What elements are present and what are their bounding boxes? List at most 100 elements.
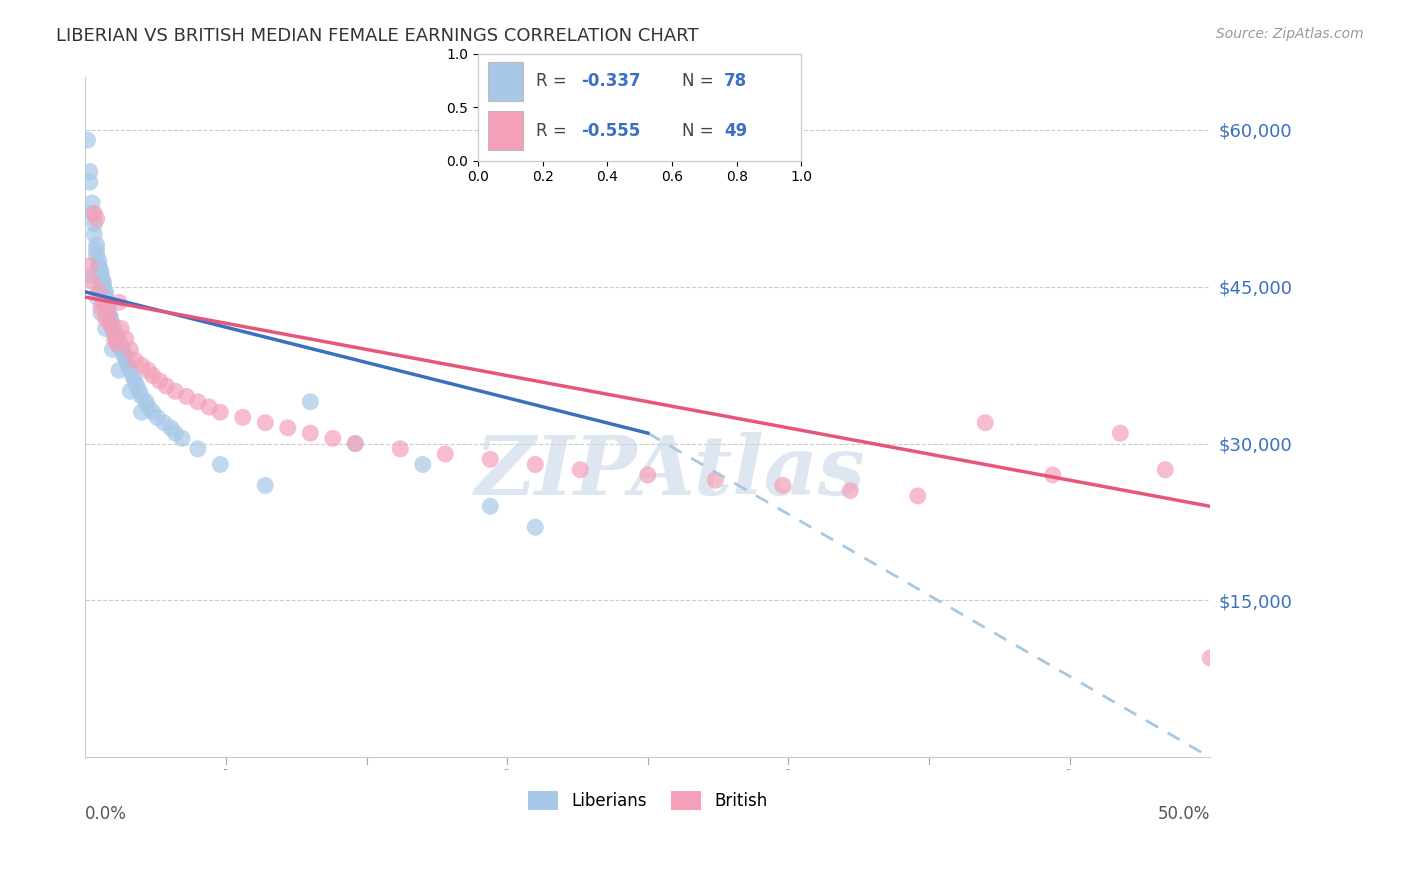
Point [434, 447, 457, 461]
Point [135, 394, 157, 409]
Point [94, 285, 117, 299]
Point [112, 348, 135, 362]
Point [131, 358, 153, 372]
Point [839, 483, 862, 498]
Point [79, 164, 101, 178]
Point [299, 394, 322, 409]
Point [170, 431, 193, 445]
Point [90, 264, 112, 278]
Point [128, 384, 150, 399]
Point [1109, 426, 1132, 441]
Point [159, 421, 181, 435]
Point [569, 463, 592, 477]
Point [479, 500, 502, 514]
Point [86, 290, 108, 304]
Point [974, 416, 997, 430]
Point [101, 319, 124, 334]
Point [153, 416, 176, 430]
FancyBboxPatch shape [488, 112, 523, 150]
Point [322, 431, 344, 445]
Point [83, 206, 105, 220]
Point [772, 478, 794, 492]
Point [479, 452, 502, 467]
Point [97, 298, 120, 312]
Point [124, 374, 146, 388]
Point [187, 394, 209, 409]
Point [136, 400, 159, 414]
Point [86, 211, 108, 226]
Point [110, 321, 132, 335]
Point [98, 316, 121, 330]
Point [103, 324, 125, 338]
Point [91, 277, 114, 292]
Point [90, 269, 112, 284]
Point [142, 368, 165, 383]
Point [108, 363, 131, 377]
Point [1199, 651, 1222, 665]
Point [87, 259, 110, 273]
Point [94, 288, 117, 302]
Point [87, 253, 110, 268]
Point [79, 175, 101, 189]
Point [1042, 467, 1064, 482]
Text: R =: R = [536, 121, 572, 139]
Point [105, 337, 128, 351]
Point [155, 379, 177, 393]
Point [114, 351, 136, 365]
Point [83, 227, 105, 242]
Point [91, 282, 114, 296]
Point [86, 248, 108, 262]
Point [114, 352, 136, 367]
Point [91, 279, 114, 293]
Point [80, 196, 103, 211]
Point [108, 295, 131, 310]
Point [136, 363, 159, 377]
Point [103, 332, 125, 346]
Point [110, 343, 132, 357]
Point [97, 306, 120, 320]
Text: ZIPAtlas: ZIPAtlas [475, 432, 866, 512]
Point [97, 301, 120, 315]
Text: 0.0%: 0.0% [86, 805, 127, 823]
Point [80, 275, 103, 289]
Point [97, 306, 120, 320]
Point [108, 334, 131, 348]
Point [637, 467, 659, 482]
Point [120, 384, 142, 399]
Point [704, 473, 727, 487]
Point [524, 458, 547, 472]
Point [91, 295, 114, 310]
Point [209, 405, 232, 419]
Text: R =: R = [536, 72, 572, 90]
Text: 78: 78 [724, 72, 747, 90]
Point [80, 269, 103, 284]
Point [344, 436, 367, 450]
Point [94, 311, 117, 326]
Point [232, 410, 254, 425]
Text: LIBERIAN VS BRITISH MEDIAN FEMALE EARNINGS CORRELATION CHART: LIBERIAN VS BRITISH MEDIAN FEMALE EARNIN… [56, 27, 699, 45]
Text: N =: N = [682, 121, 718, 139]
Point [412, 458, 434, 472]
Point [299, 426, 322, 441]
Point [125, 379, 148, 393]
Point [87, 285, 110, 299]
Point [146, 410, 169, 425]
Point [98, 313, 121, 327]
Point [254, 416, 277, 430]
Point [277, 421, 299, 435]
Point [209, 458, 232, 472]
Point [165, 426, 187, 441]
Point [83, 217, 105, 231]
Point [101, 321, 124, 335]
Point [110, 340, 132, 354]
Point [86, 243, 108, 257]
FancyBboxPatch shape [488, 62, 523, 101]
Text: Source: ZipAtlas.com: Source: ZipAtlas.com [1216, 27, 1364, 41]
Point [98, 309, 121, 323]
Point [187, 442, 209, 456]
Point [120, 343, 142, 357]
Point [90, 267, 112, 281]
Point [87, 260, 110, 275]
Point [90, 306, 112, 320]
Point [101, 321, 124, 335]
